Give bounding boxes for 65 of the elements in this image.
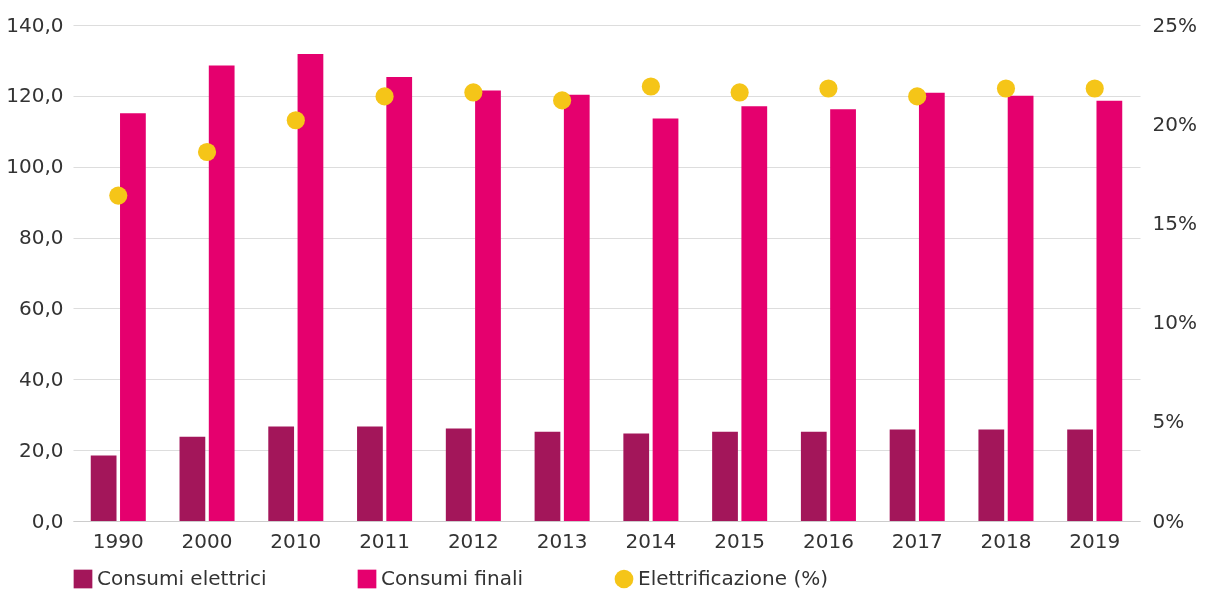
bar [386, 77, 413, 521]
y-tick-label: 100,0 [6, 154, 64, 179]
bar [652, 118, 679, 521]
bar [918, 92, 945, 521]
y2-tick-label: 5% [1152, 409, 1185, 434]
bar [712, 431, 738, 521]
y2-tick-label: 10% [1152, 310, 1197, 335]
bar [1067, 429, 1093, 521]
bar [623, 433, 650, 521]
y-tick-label: 0,0 [31, 508, 64, 533]
x-tick-label: 2011 [359, 528, 411, 553]
bar [475, 90, 501, 521]
x-tick-label: 2010 [270, 528, 322, 553]
y2-tick-label: 15% [1152, 210, 1197, 235]
y-tick-label: 140,0 [6, 12, 64, 37]
y-tick-label: 40,0 [18, 366, 64, 391]
point [375, 87, 394, 106]
bar [120, 113, 146, 521]
bar [445, 428, 472, 521]
y-tick-label: 80,0 [18, 225, 64, 250]
point [641, 77, 660, 96]
y-tick-label: 20,0 [18, 437, 64, 462]
x-tick-label: 2018 [980, 528, 1032, 553]
point [908, 87, 927, 106]
bar [1007, 95, 1034, 521]
point [464, 83, 483, 102]
bar [534, 431, 561, 521]
point [819, 79, 838, 98]
point [730, 83, 749, 102]
x-tick-label: 2000 [181, 528, 233, 553]
bar [179, 436, 206, 521]
bar [978, 429, 1005, 521]
bar [208, 65, 235, 521]
x-tick-label: 2012 [447, 528, 499, 553]
bar [800, 431, 827, 521]
point [553, 91, 572, 110]
bar [268, 426, 295, 521]
legend-label: Consumi elettrici [97, 566, 267, 590]
bar [357, 426, 383, 521]
point [1085, 79, 1104, 98]
y2-tick-label: 25% [1152, 12, 1197, 37]
point [109, 186, 128, 205]
point [996, 79, 1016, 98]
bar [297, 54, 324, 521]
y-tick-label: 60,0 [18, 295, 64, 320]
x-tick-label: 2017 [891, 528, 943, 553]
bar [563, 94, 590, 521]
x-tick-label: 2016 [802, 528, 854, 553]
x-tick-label: 2014 [625, 528, 677, 553]
y2-tick-label: 20% [1152, 111, 1197, 136]
point [197, 142, 217, 162]
bar [889, 429, 916, 521]
y-tick-label: 120,0 [6, 83, 64, 108]
bar [830, 109, 856, 521]
bar [90, 455, 117, 521]
point [286, 111, 305, 130]
legend-label: Elettrificazione (%) [638, 566, 829, 590]
x-tick-label: 1990 [92, 528, 144, 553]
bar [1096, 100, 1123, 521]
x-tick-label: 2015 [714, 528, 766, 553]
y2-tick-label: 0% [1152, 508, 1185, 533]
x-tick-label: 2019 [1069, 528, 1121, 553]
x-tick-label: 2013 [536, 528, 588, 553]
bar [741, 106, 768, 521]
legend-label: Consumi finali [381, 566, 524, 590]
